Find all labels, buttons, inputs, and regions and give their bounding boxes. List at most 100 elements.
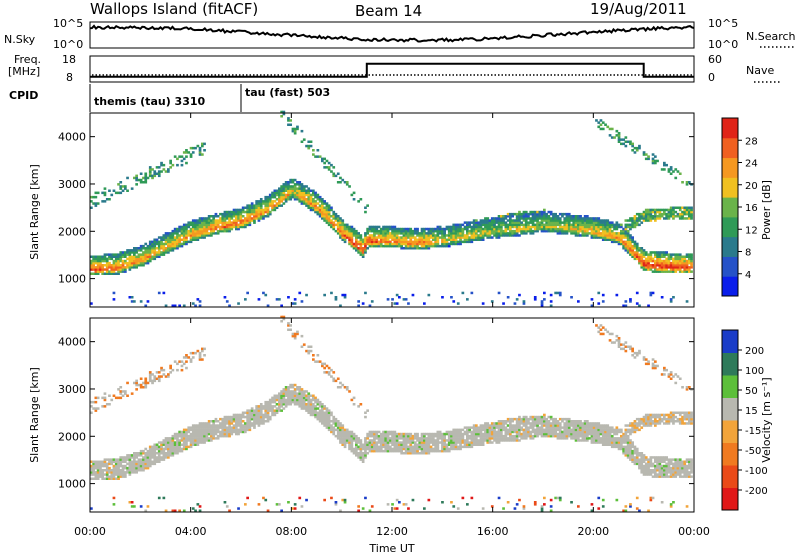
power-cell [384, 238, 388, 241]
velocity-cell [441, 501, 444, 504]
power-cell [189, 153, 193, 156]
power-cell [640, 257, 644, 261]
power-cell [647, 268, 650, 271]
power-cell [432, 234, 435, 237]
velocity-cell [105, 473, 109, 476]
velocity-cell [148, 447, 152, 451]
power-cell [370, 227, 374, 231]
power-cell [389, 232, 392, 235]
power-cell [395, 234, 399, 237]
velocity-cell [368, 445, 372, 449]
power-cell [235, 212, 238, 216]
velocity-cell [527, 434, 530, 438]
power-cell [191, 151, 195, 154]
velocity-cell [332, 432, 336, 436]
velocity-cell [146, 381, 150, 385]
velocity-cell [321, 415, 324, 419]
power-cell [90, 261, 93, 265]
power-cell [647, 266, 650, 269]
power-cell [420, 227, 424, 231]
velocity-cell [411, 441, 415, 444]
power-cell [674, 255, 678, 258]
power-cell [649, 219, 653, 222]
velocity-cell [128, 456, 132, 459]
power-cell [96, 268, 100, 271]
velocity-cell [443, 443, 446, 446]
power-cell [284, 183, 288, 186]
power-cell [620, 138, 623, 141]
noise-panel-frame [89, 21, 695, 49]
velocity-cell [463, 432, 467, 436]
velocity-cell [466, 434, 469, 438]
velocity-cell [187, 434, 191, 438]
power-cell [638, 144, 641, 148]
velocity-cell [253, 422, 256, 425]
velocity-cell [500, 426, 503, 429]
velocity-cell [524, 424, 528, 427]
power-cell [187, 151, 191, 154]
power-cell [219, 221, 222, 224]
velocity-cell [536, 424, 539, 427]
power-cell [434, 242, 437, 246]
velocity-cell [164, 454, 168, 457]
velocity-cell [404, 432, 408, 436]
power-cell [253, 208, 256, 212]
velocity-cell [151, 454, 154, 457]
power-cell [579, 221, 582, 224]
velocity-cell [232, 415, 236, 419]
power-cell [176, 229, 179, 233]
power-cell [142, 181, 145, 184]
velocity-cell [153, 460, 157, 463]
velocity-cell [203, 430, 206, 434]
power-cell [130, 187, 134, 190]
power-cell [167, 249, 170, 252]
power-cell [522, 219, 526, 222]
velocity-cell [133, 462, 136, 466]
power-cell [157, 170, 161, 173]
velocity-cell [450, 445, 453, 449]
power-cell [477, 223, 480, 227]
power-cell [577, 229, 580, 233]
velocity-cell [500, 420, 503, 423]
velocity-cell [144, 462, 148, 466]
velocity-cell [239, 415, 243, 419]
velocity-cell [386, 434, 390, 438]
power-cell [481, 238, 485, 241]
power-cell [518, 227, 521, 231]
power-cell [230, 210, 234, 214]
power-cell [644, 257, 648, 261]
velocity-cell [309, 349, 313, 353]
power-cell [300, 140, 304, 143]
power-cell [647, 257, 650, 261]
velocity-cell [90, 464, 93, 468]
velocity-cell [255, 422, 258, 425]
velocity-cell [411, 434, 415, 438]
velocity-cell [531, 426, 535, 429]
power-cell [409, 234, 413, 237]
velocity-cell [445, 445, 449, 449]
power-cell [257, 217, 261, 220]
velocity-cell [420, 445, 424, 449]
velocity-cell [255, 405, 258, 408]
velocity-cell [443, 432, 446, 436]
power-cell [663, 270, 666, 273]
power-cell [119, 187, 123, 190]
velocity-cell [427, 443, 431, 446]
power-cell [151, 257, 154, 261]
power-cell [425, 247, 428, 250]
power-cell [624, 247, 628, 250]
power-cell [198, 151, 202, 154]
power-cell [688, 270, 691, 273]
velocity-cell [502, 507, 505, 510]
velocity-cell [151, 460, 154, 463]
velocity-cell [518, 417, 521, 421]
power-cell [685, 208, 689, 212]
velocity-cell [495, 424, 499, 427]
velocity-cell [244, 428, 247, 432]
power-cell [198, 153, 202, 156]
velocity-cell [207, 422, 211, 425]
power-cell [219, 212, 222, 216]
power-cell [151, 244, 154, 248]
power-cell [644, 219, 648, 222]
velocity-cell [459, 430, 462, 434]
